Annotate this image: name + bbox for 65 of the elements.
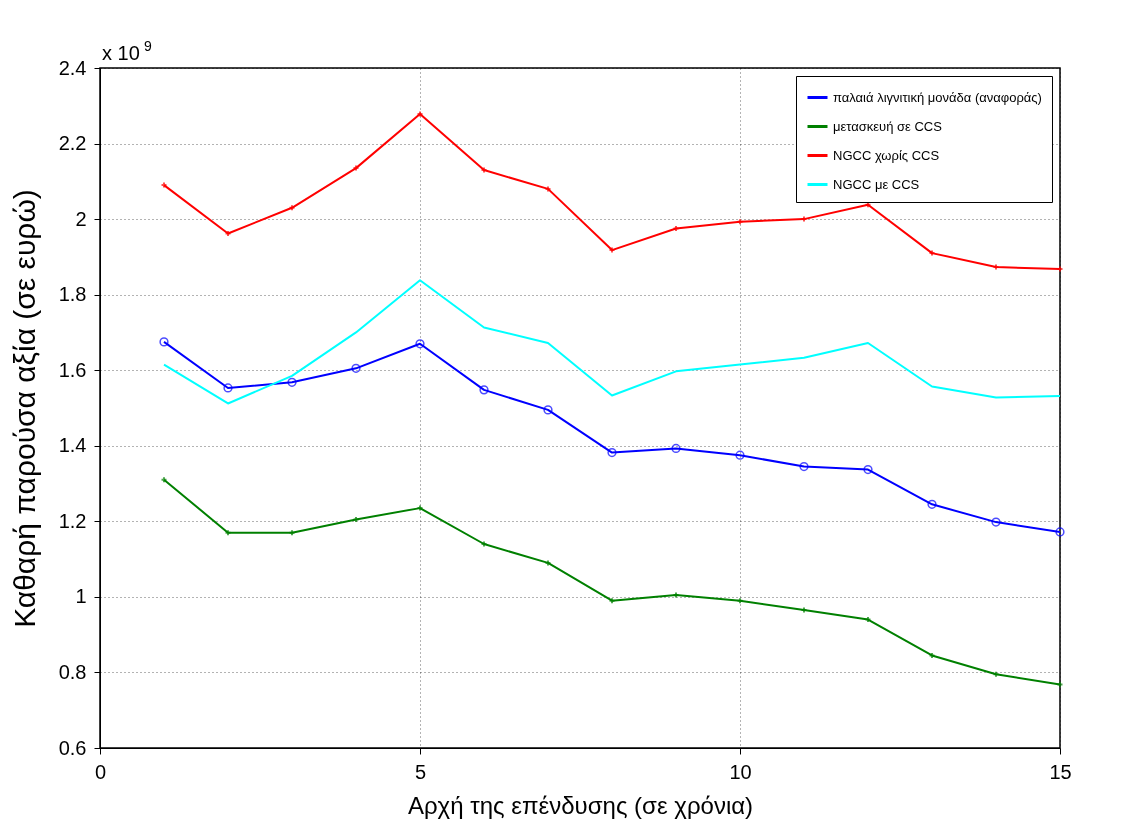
point [673, 592, 679, 598]
y-tick-label: 1.4 [58, 434, 87, 457]
point [479, 385, 489, 395]
point [929, 250, 935, 256]
point [543, 405, 553, 415]
point [223, 383, 233, 393]
point [225, 230, 231, 236]
point [1057, 682, 1063, 688]
point [351, 363, 361, 373]
x-tick-label: 15 [1049, 760, 1072, 783]
x-tick-label: 10 [729, 760, 752, 783]
point [225, 530, 231, 536]
point [545, 186, 551, 192]
point [545, 560, 551, 566]
point [863, 464, 873, 475]
point [161, 477, 167, 483]
point [289, 205, 295, 211]
legend-label: παλαιά λιγνιτική μονάδα (αναφοράς) [833, 89, 1042, 105]
point [993, 264, 999, 270]
point [929, 652, 935, 658]
point [673, 226, 679, 232]
point [1057, 266, 1063, 272]
line-series [163, 279, 1060, 405]
point [417, 111, 423, 117]
point [801, 216, 807, 222]
point [481, 167, 487, 173]
y-tick-label: 2.4 [58, 56, 87, 79]
point [993, 671, 999, 677]
point [161, 182, 167, 188]
point [991, 517, 1001, 527]
point [671, 443, 681, 454]
point [865, 617, 871, 623]
point [801, 607, 807, 613]
point [607, 447, 617, 458]
legend-label: NGCC χωρίς CCS [833, 147, 940, 163]
y-tick-label: 1.8 [58, 283, 87, 306]
y-tick-label: 2.2 [58, 132, 87, 155]
point [353, 165, 359, 171]
y-tick-label: 1.6 [58, 358, 87, 381]
point [609, 598, 615, 604]
y-tick-label: 1.2 [58, 509, 87, 532]
point [927, 499, 937, 509]
point [159, 337, 169, 347]
point [289, 530, 295, 536]
point [287, 377, 297, 387]
y-tick-label: 2 [75, 207, 87, 230]
x-tick-label: 0 [94, 760, 107, 783]
legend-label: NGCC με CCS [833, 176, 920, 192]
point [415, 339, 425, 349]
point [353, 516, 359, 522]
point [1055, 527, 1065, 537]
point [417, 505, 423, 511]
point [481, 541, 487, 547]
y-tick-label: 0.8 [58, 660, 87, 683]
legend-label: μετασκευή σε CCS [833, 118, 943, 134]
point [609, 247, 615, 253]
x-tick-label: 5 [414, 760, 427, 783]
point [737, 219, 743, 225]
x-axis-title: Αρχή της επένδυσης (σε χρόνια) [407, 791, 754, 819]
y-axis-title: Καθαρή παρούσα αξία (σε ευρώ) [7, 189, 41, 628]
point [737, 598, 743, 604]
point [799, 461, 809, 472]
y-tick-label: 1 [75, 585, 87, 608]
y-tick-label: 0.6 [58, 736, 87, 759]
point [735, 450, 745, 460]
